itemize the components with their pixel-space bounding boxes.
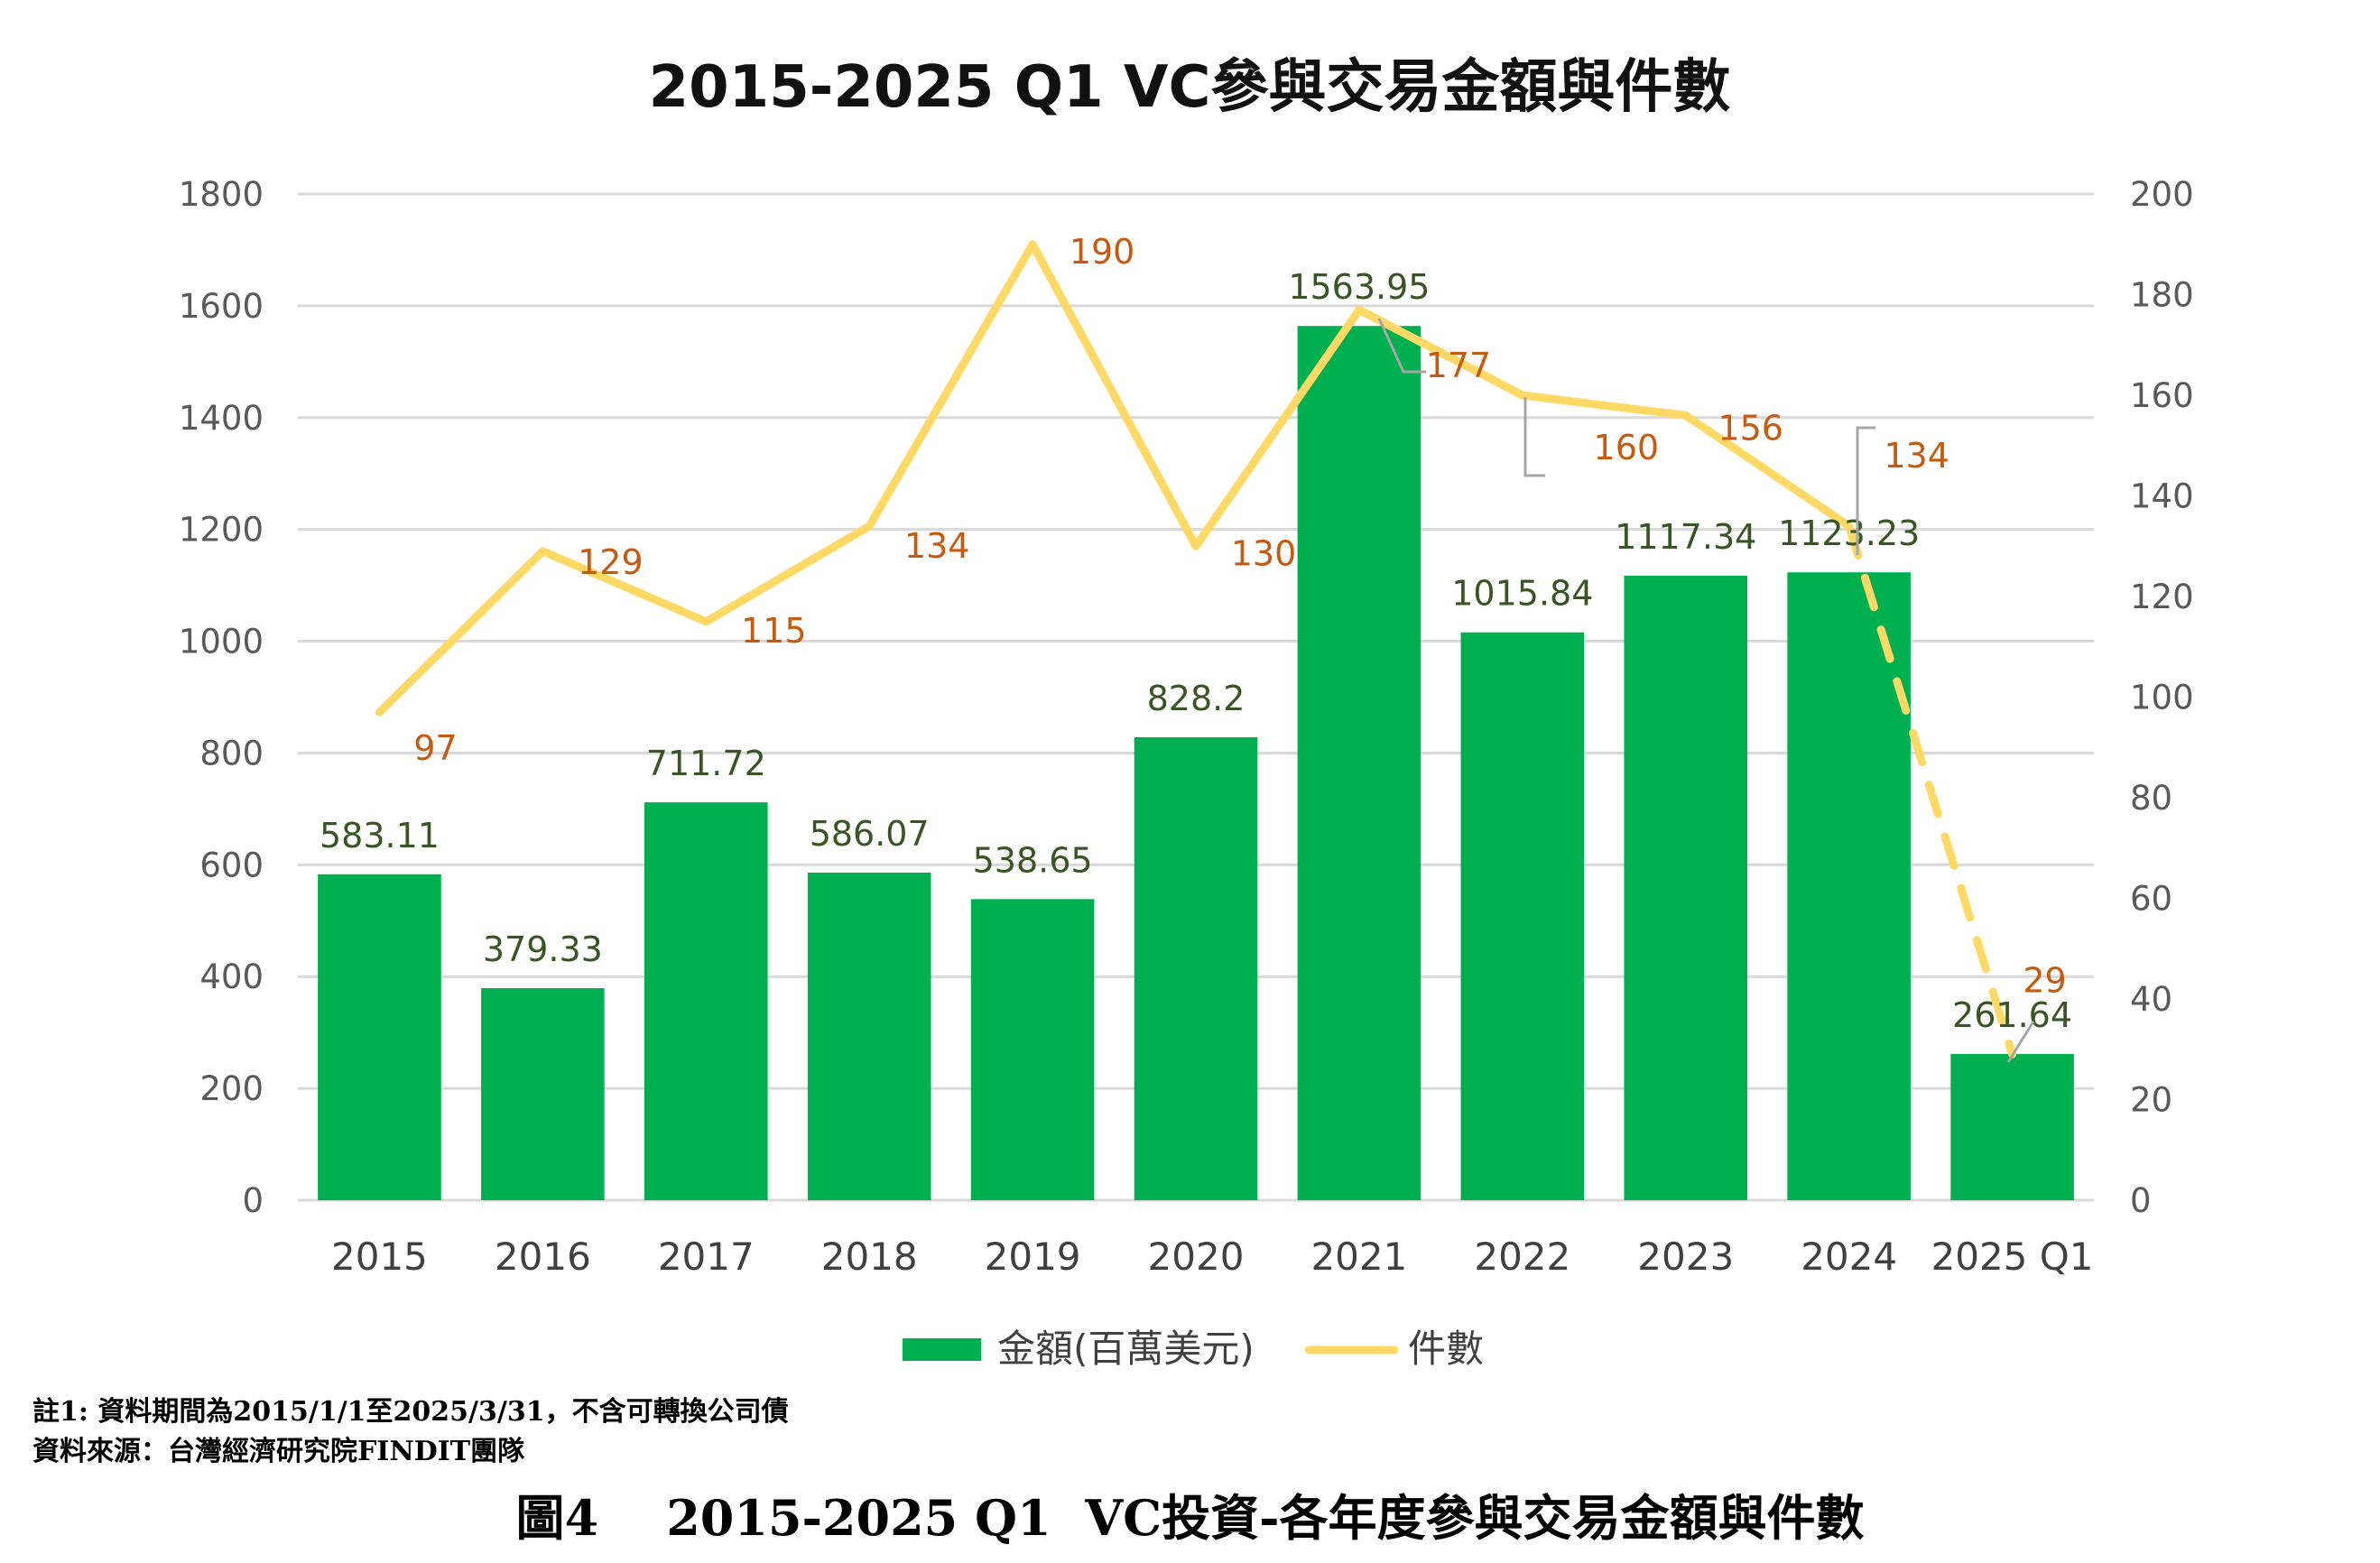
chart-title: 2015-2025 Q1 VC參與交易金額與件數 (649, 54, 1731, 121)
right-tick-label: 120 (2130, 578, 2194, 616)
label-leader-line (2006, 1021, 2035, 1063)
bar-value-label: 538.65 (973, 840, 1093, 880)
label-leader-line (1856, 426, 1875, 555)
left-tick-label: 1800 (179, 175, 264, 214)
x-tick-label: 2023 (1637, 1235, 1734, 1279)
bar-value-label: 828.2 (1147, 679, 1246, 718)
legend-bar-swatch (903, 1338, 981, 1361)
line-data-labels: 97 129 115 134 190 130 177 160 156 134 29 (413, 232, 2067, 1063)
right-tick-label: 80 (2130, 779, 2172, 818)
left-tick-label: 1200 (179, 511, 264, 550)
right-tick-label: 180 (2130, 276, 2194, 315)
bar-series (318, 326, 2074, 1200)
line-value-label: 115 (741, 611, 807, 651)
line-value-label: 134 (1884, 436, 1949, 476)
right-tick-label: 140 (2130, 477, 2194, 516)
left-tick-label: 1000 (179, 623, 264, 661)
bar-data-labels: 583.11 379.33 711.72 586.07 538.65 828.2 1563.… (319, 267, 2072, 1035)
bar-value-label: 261.64 (1952, 995, 2072, 1035)
left-tick-label: 400 (199, 957, 264, 996)
left-tick-label: 0 (242, 1181, 264, 1220)
bar-value-label: 1123.23 (1778, 513, 1920, 553)
bar-2020 (1134, 736, 1258, 1200)
right-tick-label: 160 (2130, 376, 2194, 415)
source-note: 資料來源：台灣經濟研究院FINDIT團隊 (32, 1436, 525, 1467)
left-tick-label: 1600 (179, 287, 264, 326)
x-tick-label: 2018 (821, 1235, 918, 1279)
x-tick-label: 2020 (1148, 1235, 1245, 1279)
legend-bar-label: 金額(百萬美元) (997, 1327, 1255, 1371)
x-tick-label: 2022 (1474, 1235, 1570, 1279)
right-tick-label: 20 (2130, 1081, 2172, 1120)
left-axis: 0 200 400 600 800 1000 1200 1400 1600 1800 (179, 175, 264, 1220)
x-tick-label: 2024 (1801, 1235, 1897, 1279)
legend-line-label: 件數 (1408, 1327, 1484, 1371)
x-tick-label: 2021 (1310, 1235, 1407, 1279)
x-tick-label: 2016 (495, 1235, 591, 1279)
bar-2017 (644, 802, 768, 1200)
line-value-label: 160 (1594, 428, 1660, 467)
x-tick-label: 2015 (331, 1235, 428, 1279)
bar-value-label: 711.72 (646, 744, 766, 783)
line-value-label: 156 (1718, 408, 1783, 448)
x-axis: 2015 2016 2017 2018 2019 2020 2021 2022 2023 2024… (331, 1235, 2094, 1279)
right-tick-label: 40 (2130, 980, 2172, 1019)
bar-2019 (970, 899, 1095, 1200)
x-tick-label: 2025 Q1 (1931, 1235, 2094, 1279)
note-1: 註1: 資料期間為2015/1/1至2025/3/31，不含可轉換公司債 (32, 1396, 789, 1428)
bar-value-label: 379.33 (483, 929, 603, 969)
right-tick-label: 100 (2130, 679, 2194, 717)
right-tick-label: 0 (2130, 1181, 2152, 1220)
right-tick-label: 60 (2130, 880, 2172, 919)
bar-2023 (1624, 575, 1748, 1200)
x-tick-label: 2017 (658, 1235, 755, 1279)
bar-2025 Q1 (1950, 1053, 2074, 1200)
line-value-label: 190 (1070, 232, 1135, 272)
line-value-label: 134 (904, 526, 970, 566)
figure-caption: 圖4 2015-2025 Q1 VC投資-各年度參與交易金額與件數 (515, 1489, 1865, 1547)
legend: 金額(百萬美元) 件數 (903, 1327, 1484, 1371)
count-line-dashed-segment (1845, 522, 2017, 1059)
bar-value-label: 1015.84 (1451, 574, 1593, 614)
bar-2016 (481, 988, 605, 1200)
line-value-label: 177 (1426, 346, 1492, 385)
bar-value-label: 583.11 (319, 816, 440, 855)
combo-chart: 2015-2025 Q1 VC參與交易金額與件數 020040060080010… (179, 54, 2194, 1371)
bar-value-label: 1563.95 (1288, 267, 1430, 307)
bar-2022 (1460, 632, 1585, 1200)
bar-value-label: 586.07 (810, 814, 930, 854)
bar-2024 (1787, 572, 1911, 1200)
bar-2018 (807, 872, 931, 1200)
label-leader-line (1377, 318, 1426, 374)
bar-2021 (1297, 326, 1422, 1200)
left-tick-label: 600 (199, 846, 264, 884)
x-tick-label: 2019 (985, 1235, 1081, 1279)
line-value-label: 97 (413, 728, 457, 768)
label-leader-line (1523, 397, 1545, 477)
line-value-label: 129 (578, 542, 644, 582)
line-value-label: 130 (1231, 533, 1297, 573)
line-value-label: 29 (2023, 960, 2066, 1000)
right-axis: 0 20 40 60 80 100 120 140 160 180 200 (2130, 175, 2194, 1220)
line-series (375, 240, 2017, 1059)
bar-2015 (318, 874, 441, 1200)
count-line (375, 240, 1854, 717)
bar-value-label: 1117.34 (1615, 517, 1756, 557)
right-tick-label: 200 (2130, 175, 2194, 214)
left-tick-label: 1400 (179, 399, 264, 438)
notes: 註1: 資料期間為2015/1/1至2025/3/31，不含可轉換公司債 資料來… (32, 1392, 789, 1472)
left-tick-label: 800 (199, 734, 264, 772)
left-tick-label: 200 (199, 1069, 264, 1108)
